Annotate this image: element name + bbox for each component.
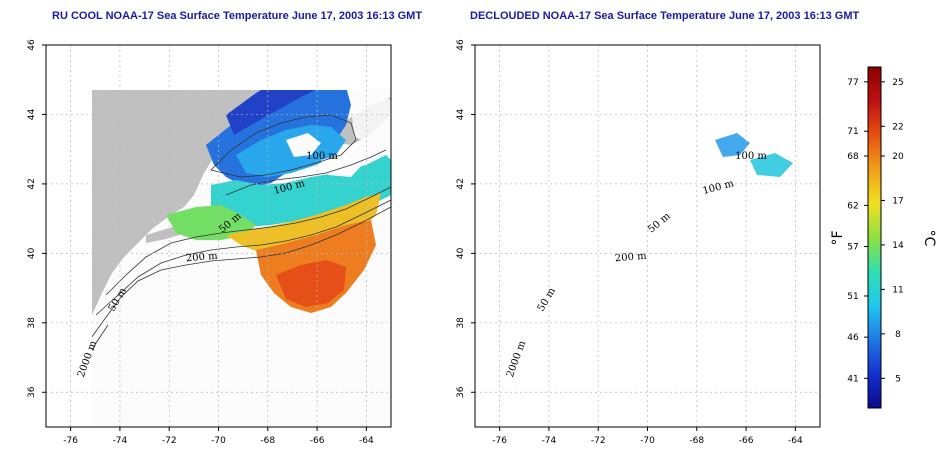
right-contour-label: 100 m: [735, 151, 767, 162]
celsius-tick-label: 22: [892, 122, 903, 132]
left-contour-label: 100 m: [306, 151, 338, 162]
left-y-tick-label: 46: [27, 39, 37, 51]
right-contour-label: 50 m: [646, 210, 673, 235]
right-map-panel: -76 -74 -72 -70 -68 -66 -64 46 44 42 40 38 36 100 m 1…: [456, 39, 821, 446]
celsius-tick-label: 14: [892, 241, 904, 251]
right-contour-label: 200 m: [614, 251, 647, 265]
fahrenheit-tick-label: 51: [847, 292, 858, 302]
celsius-tick-label: 20: [892, 152, 904, 162]
right-x-tick-label: -74: [542, 436, 557, 446]
left-x-tick-label: -66: [310, 436, 325, 446]
right-y-tick-label: 36: [456, 386, 466, 398]
left-grid: [46, 44, 391, 427]
right-grid: [475, 44, 820, 427]
colorbar-ramp: [867, 66, 882, 409]
left-x-tick-label: -74: [113, 436, 128, 446]
fahrenheit-tick-label: 41: [847, 374, 858, 384]
celsius-tick-label: 8: [895, 330, 901, 340]
left-y-tick-label: 42: [27, 178, 37, 189]
fahrenheit-tick-label: 62: [847, 201, 858, 211]
left-x-tick-label: -64: [359, 436, 374, 446]
left-x-tick-label: -72: [162, 436, 177, 446]
left-y-tick-label: 38: [27, 317, 37, 329]
left-contour-label: 200 m: [185, 251, 218, 265]
left-y-tick-label: 44: [27, 108, 37, 120]
right-x-tick-label: -70: [640, 436, 655, 446]
right-x-tick-label: -64: [788, 436, 803, 446]
celsius-tick-label: 11: [892, 285, 903, 295]
right-y-tick-label: 42: [456, 178, 466, 189]
right-x-tick-label: -68: [689, 436, 704, 446]
right-x-tick-label: -66: [739, 436, 754, 446]
left-y-tick-label: 40: [27, 247, 37, 259]
left-y-tick-label: 36: [27, 386, 37, 398]
fahrenheit-tick-label: 77: [847, 78, 858, 88]
left-x-tick-label: -70: [211, 436, 226, 446]
left-x-tick-label: -76: [63, 436, 78, 446]
right-y-tick-label: 46: [456, 39, 466, 51]
celsius-tick-label: 25: [892, 78, 903, 88]
right-x-tick-label: -72: [591, 436, 606, 446]
fahrenheit-unit-label: °F: [830, 230, 846, 245]
left-panel-title: RU COOL NOAA-17 Sea Surface Temperature …: [52, 10, 423, 22]
right-y-tick-label: 38: [456, 317, 466, 329]
right-y-tick-label: 40: [456, 247, 466, 259]
left-x-tick-label: -68: [260, 436, 275, 446]
fahrenheit-tick-label: 71: [847, 127, 858, 137]
right-panel-title: DECLOUDED NOAA-17 Sea Surface Temperatur…: [470, 10, 860, 22]
right-x-tick-label: -76: [492, 436, 507, 446]
right-contour-label: 2000 m: [505, 339, 529, 379]
fahrenheit-tick-label: 46: [847, 333, 859, 343]
fahrenheit-tick-label: 57: [847, 243, 858, 253]
right-y-tick-label: 44: [456, 108, 466, 120]
celsius-tick-label: 5: [895, 374, 901, 384]
right-contour-label: 100 m: [702, 178, 736, 197]
celsius-tick-label: 17: [892, 196, 903, 206]
right-contour-label: 50 m: [536, 286, 558, 314]
colorbar: 25 22 20 17 14 11 8 5 77 71 68 62 57 51 46 41 °F °C: [830, 66, 937, 409]
fahrenheit-tick-label: 68: [847, 152, 859, 162]
celsius-unit-label: °C: [921, 230, 937, 247]
